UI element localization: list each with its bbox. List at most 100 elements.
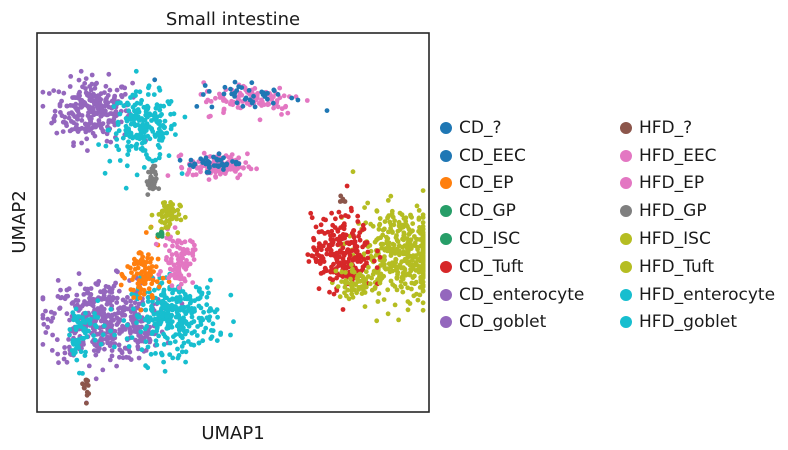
legend-label: CD_enterocyte bbox=[459, 284, 585, 305]
scatter-point bbox=[380, 227, 386, 233]
legend-item: CD_GP bbox=[440, 197, 584, 225]
scatter-point bbox=[388, 250, 394, 256]
plot-frame bbox=[36, 32, 430, 413]
scatter-point bbox=[420, 242, 426, 248]
scatter-point bbox=[103, 336, 109, 342]
scatter-point bbox=[381, 297, 387, 302]
scatter-point bbox=[340, 307, 346, 312]
scatter-point bbox=[142, 317, 148, 323]
scatter-point bbox=[374, 208, 380, 214]
scatter-point bbox=[306, 259, 312, 264]
scatter-point bbox=[137, 314, 143, 320]
scatter-point bbox=[119, 93, 124, 98]
scatter-point bbox=[348, 276, 353, 282]
scatter-point bbox=[54, 130, 60, 136]
scatter-point bbox=[335, 284, 341, 289]
scatter-point bbox=[330, 239, 336, 245]
scatter-point bbox=[338, 193, 344, 199]
scatter-point bbox=[228, 86, 233, 92]
scatter-point bbox=[143, 339, 149, 345]
scatter-point bbox=[403, 219, 409, 224]
scatter-point bbox=[156, 186, 162, 192]
scatter-point bbox=[138, 307, 144, 313]
scatter-point bbox=[104, 112, 110, 118]
legend-item: HFD_enterocyte bbox=[620, 281, 775, 309]
scatter-point bbox=[295, 97, 301, 103]
scatter-point bbox=[170, 243, 175, 249]
scatter-point bbox=[402, 251, 408, 257]
scatter-point bbox=[122, 275, 127, 281]
scatter-point bbox=[194, 165, 200, 171]
scatter-point bbox=[67, 332, 72, 338]
scatter-point bbox=[374, 265, 380, 270]
scatter-point bbox=[40, 103, 46, 109]
legend-label: HFD_ISC bbox=[639, 229, 711, 250]
scatter-point bbox=[40, 295, 46, 300]
scatter-point bbox=[173, 314, 179, 320]
scatter-point bbox=[137, 136, 143, 142]
scatter-point bbox=[198, 319, 204, 324]
scatter-point bbox=[148, 268, 154, 273]
scatter-point bbox=[157, 145, 162, 150]
scatter-point bbox=[232, 79, 238, 85]
scatter-point bbox=[221, 167, 226, 172]
scatter-point bbox=[352, 242, 358, 248]
scatter-point bbox=[178, 281, 184, 287]
scatter-point bbox=[185, 339, 191, 344]
scatter-point bbox=[203, 325, 209, 331]
scatter-point bbox=[74, 122, 79, 127]
scatter-point bbox=[81, 385, 87, 391]
scatter-point bbox=[106, 104, 112, 110]
scatter-point bbox=[408, 213, 414, 219]
scatter-point bbox=[156, 132, 162, 138]
scatter-point bbox=[162, 368, 168, 374]
scatter-point bbox=[365, 255, 371, 261]
scatter-point bbox=[116, 320, 121, 325]
scatter-point bbox=[384, 234, 389, 240]
scatter-point bbox=[148, 351, 154, 357]
scatter-point bbox=[408, 237, 414, 243]
scatter-point bbox=[137, 295, 143, 301]
scatter-point bbox=[222, 97, 227, 103]
scatter-point bbox=[222, 84, 228, 90]
scatter-point bbox=[198, 169, 203, 175]
scatter-point bbox=[164, 326, 170, 331]
scatter-point bbox=[405, 307, 411, 313]
scatter-point bbox=[139, 116, 145, 121]
legend-label: CD_ISC bbox=[459, 229, 521, 250]
scatter-point bbox=[367, 281, 373, 287]
legend-marker-icon bbox=[440, 205, 452, 218]
scatter-point bbox=[134, 320, 139, 326]
scatter-point bbox=[169, 252, 175, 257]
scatter-point bbox=[107, 87, 113, 93]
scatter-point bbox=[117, 158, 123, 163]
scatter-point bbox=[352, 239, 358, 244]
scatter-point bbox=[189, 320, 194, 326]
scatter-point bbox=[343, 270, 348, 275]
scatter-point bbox=[334, 275, 339, 281]
scatter-point bbox=[108, 340, 114, 346]
scatter-point bbox=[176, 289, 182, 295]
scatter-point bbox=[161, 289, 167, 295]
scatter-point bbox=[43, 330, 49, 335]
scatter-point bbox=[360, 274, 365, 279]
scatter-point bbox=[125, 100, 130, 106]
scatter-point bbox=[208, 113, 213, 119]
scatter-point bbox=[206, 317, 212, 323]
scatter-point bbox=[350, 294, 356, 300]
scatter-point bbox=[145, 192, 151, 198]
scatter-point bbox=[74, 302, 80, 308]
scatter-point bbox=[371, 258, 377, 264]
scatter-point bbox=[152, 185, 158, 191]
scatter-point bbox=[420, 268, 426, 274]
legend-marker-icon bbox=[620, 149, 632, 162]
scatter-point bbox=[78, 281, 83, 287]
scatter-point bbox=[56, 360, 61, 366]
scatter-point bbox=[257, 117, 263, 123]
scatter-point bbox=[161, 304, 167, 310]
scatter-point bbox=[190, 253, 196, 258]
scatter-point bbox=[116, 147, 122, 153]
scatter-point bbox=[156, 155, 162, 161]
legend-item: HFD_goblet bbox=[620, 309, 775, 337]
